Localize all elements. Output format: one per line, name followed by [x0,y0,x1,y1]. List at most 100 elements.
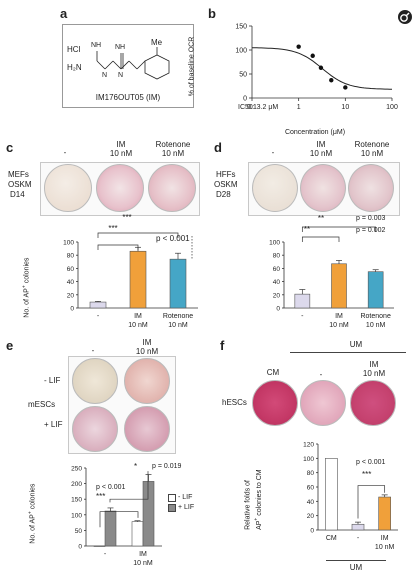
c-dish-rotenone [148,164,196,212]
chart-c-bar [129,250,147,309]
e-legend-plus-swatch [168,504,176,512]
chart-f-ytick-label: 120 [303,442,314,449]
e-dish-plus-control [72,406,118,452]
c-sig-top: *** [122,213,132,222]
c-ap-colonies-chart: 0 20 40 60 80 100 - IM 10 nM Rotenone 10 nM [63,232,198,329]
d-row-label-2: OSKM [214,180,238,189]
c-dish-im [96,164,144,212]
d-p2: p = 0.002 [356,227,386,234]
b-xtick-label: 1 [297,104,301,111]
c-row-label-1: MEFs [8,170,29,179]
f-sig: *** [362,470,372,479]
chart-f-ytick-label: 40 [307,499,315,506]
e-ytick-label: 250 [71,466,82,473]
f-ylabel: Relative folds of AP+ colonies to CM [244,469,263,530]
c-bracket-pair [97,244,139,250]
chart-f-ytick-label: 100 [303,456,314,463]
e-xtick-label: - [104,551,107,558]
e-bar [131,521,144,547]
chart-d-ytick-label: 100 [269,240,280,247]
nh-text-2: NH [115,44,126,51]
compound-caption: IM176OUT05 (IM) [95,93,161,102]
e-dish-minus-control [72,358,118,404]
panel-b-label: b [208,6,216,21]
chart-d-ytick-label: 60 [273,266,281,273]
e-dish-plus-im [124,406,170,452]
d-dish-im [300,164,346,212]
b-ytick-label: 0 [243,96,247,103]
b-ylabel: % of baseline OCR [188,36,196,97]
e-col-header-1: - [91,346,95,355]
f-um-line [290,352,406,353]
f-bracket [357,485,386,519]
d-bracket-top [301,226,377,232]
d-col-header-3: Rotenone 10 nM [354,140,390,158]
chart-c-ytick-label: 100 [63,240,74,247]
d-col-header-2: IM 10 nM [309,140,333,158]
d-col-header-1: - [271,148,275,157]
chart-d-ytick-label: 40 [273,279,281,286]
e-row-lifplus: + LIF [44,420,63,429]
d-ap-colonies-chart: 0 20 40 60 80 100 - IM 10 nM Rotenone 10 nM [269,226,394,329]
e-legend-minus: - LIF [178,494,193,501]
b-data-point [343,85,348,90]
chart-d-xtick-label: 10 nM [329,322,349,329]
c-col-header-1: - [63,148,67,157]
chart-c-ytick-label: 60 [67,266,75,273]
e-row-lifminus: - LIF [44,376,61,385]
chart-f-ytick-label: 80 [307,470,315,477]
b-xtick-label: 10 [341,104,349,111]
c-p-text: p < 0.001 [156,234,190,243]
e-bar [93,545,106,547]
f-um-under-line [326,560,386,561]
b-ytick-label: 100 [235,48,247,55]
e-xtick-label: 10 nM [133,560,153,567]
h2n-text: H₂N [67,63,82,72]
e-legend-plus: + LIF [178,504,195,511]
chart-c-bar [169,258,187,309]
chart-f-xtick-label: 10 nM [375,544,395,551]
c-sig-pair: *** [108,224,118,233]
e-legend-minus-swatch [168,494,176,502]
e-ytick-label: 150 [71,497,82,504]
b-data-point [310,53,315,58]
panel-a-label: a [60,6,68,21]
d-bracket-pair [301,236,340,242]
chart-d-bar [331,263,347,309]
b-ytick-label: 150 [235,24,247,31]
chart-c-ytick-label: 80 [67,253,75,260]
compound-structure [96,47,170,80]
e-ytick-label: 200 [71,481,82,488]
methyl-text: Me [151,38,163,47]
chart-f-ytick-label: 20 [307,513,315,520]
e-ytick-label: 100 [71,512,82,519]
chart-c-bar [89,301,107,309]
chart-c-xtick-label: IM [134,313,142,320]
f-p-text: p < 0.001 [356,459,386,466]
n-text-1: N [102,72,108,79]
e-sig-b: * [134,462,138,471]
c-ylabel: No. of AP+ colonies [21,257,31,318]
d-sig-top: ** [317,214,325,223]
e-p1: p < 0.001 [96,484,126,491]
c-row-label-3: D14 [10,190,25,199]
e-p2: p = 0.019 [152,463,182,470]
b-data-point [296,44,301,49]
chart-d-xtick-label: 10 nM [366,322,386,329]
chart-f-bar [378,496,391,531]
b-xtick-label: 0.1 [247,104,257,111]
b-xlabel: Concentration (μM) [284,129,346,136]
chart-d-xtick-label: Rotenone [360,313,390,320]
chart-c-ytick-label: 20 [67,292,75,299]
e-bracket-2 [99,511,139,528]
f-cell-label: hESCs [222,398,247,407]
c-col-header-2: IM 10 nM [109,140,133,158]
chart-d-bar [367,271,384,309]
b-xtick-label: 100 [386,104,398,111]
e-col-header-2: IM 10 nM [135,338,159,356]
d-row-label-1: HFFs [216,170,236,179]
e-cell-label: mESCs [28,400,56,409]
e-ap-colonies-chart: 0 50 100 150 200 250 - IM 10 nM [71,466,162,567]
e-dish-minus-im [124,358,170,404]
chart-d-xtick-label: - [301,313,304,320]
